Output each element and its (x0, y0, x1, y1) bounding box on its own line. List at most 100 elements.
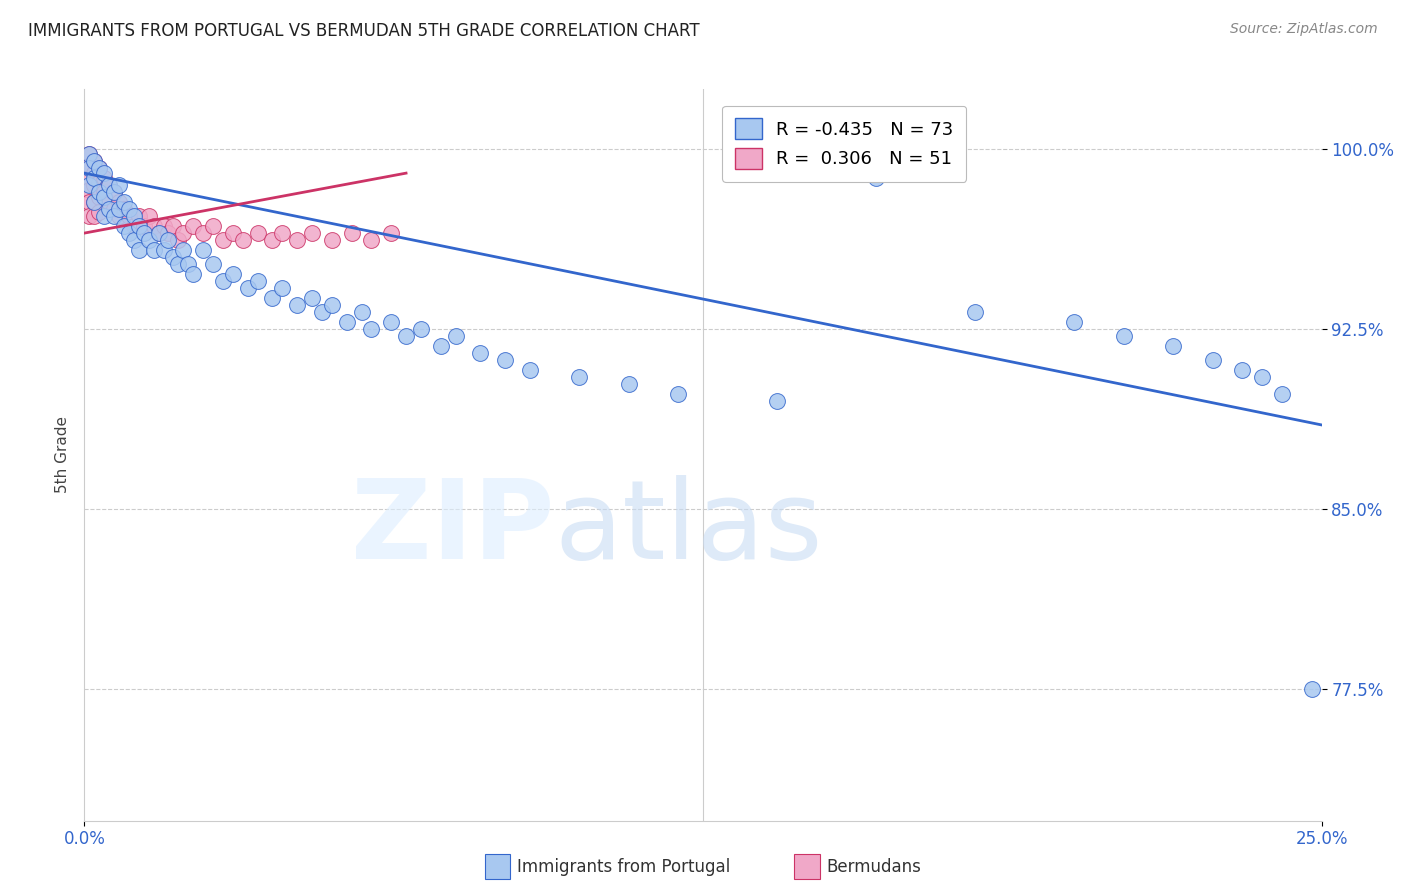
Text: ZIP: ZIP (352, 475, 554, 582)
Point (202, 257, 225, 271)
Point (128, 243, 150, 257)
Point (118, 209, 141, 223)
Text: Bermudans: Bermudans (827, 858, 921, 876)
Point (142, 219, 165, 233)
Point (108, 178, 131, 193)
Point (262, 233, 284, 247)
Point (83, 194, 105, 209)
Point (112, 219, 135, 233)
Point (212, 233, 235, 247)
Point (181, 267, 204, 281)
Point (301, 226, 323, 240)
Point (89, 176, 111, 190)
Point (409, 322, 432, 336)
Point (212, 274, 235, 288)
Point (157, 233, 180, 247)
Point (122, 233, 145, 247)
Point (93, 166, 115, 180)
Point (83, 178, 105, 193)
Point (83, 154, 105, 169)
Point (162, 219, 184, 233)
Point (79, 209, 101, 223)
Point (93, 186, 115, 200)
Point (118, 226, 141, 240)
Point (360, 233, 382, 247)
Point (271, 226, 294, 240)
Point (232, 233, 254, 247)
Point (1112, 329, 1135, 343)
Point (395, 329, 418, 343)
Point (152, 219, 174, 233)
Y-axis label: 5th Grade: 5th Grade (55, 417, 70, 493)
Point (108, 209, 131, 223)
Point (519, 363, 541, 377)
Point (89, 190, 111, 204)
Point (162, 250, 184, 264)
Point (617, 377, 640, 392)
Point (222, 267, 245, 281)
Point (103, 186, 125, 200)
Point (202, 219, 225, 233)
Point (128, 219, 150, 233)
Point (98, 178, 121, 193)
Point (79, 159, 101, 173)
Point (177, 257, 200, 271)
Point (98, 202, 121, 216)
Point (666, 386, 689, 401)
Point (1271, 386, 1294, 401)
Point (766, 394, 789, 409)
Point (172, 243, 194, 257)
Point (311, 305, 333, 319)
Point (83, 194, 105, 209)
Point (103, 209, 125, 223)
Point (494, 353, 516, 368)
Point (336, 315, 359, 329)
Point (181, 219, 204, 233)
Point (83, 154, 105, 169)
Point (157, 226, 180, 240)
Point (1161, 339, 1184, 353)
Point (79, 170, 101, 185)
Point (142, 243, 165, 257)
Point (262, 291, 284, 305)
Point (350, 305, 373, 319)
Point (380, 226, 402, 240)
Point (79, 183, 101, 197)
Point (103, 202, 125, 216)
Point (138, 233, 160, 247)
Point (191, 243, 214, 257)
Point (148, 226, 170, 240)
Point (79, 147, 101, 161)
Point (128, 209, 150, 223)
Point (470, 346, 492, 360)
Point (444, 329, 467, 343)
Point (152, 243, 174, 257)
Point (103, 186, 125, 200)
Point (112, 202, 135, 216)
Point (79, 147, 101, 161)
Point (89, 161, 111, 176)
Point (222, 226, 245, 240)
Point (83, 166, 105, 180)
Point (93, 190, 115, 204)
Point (83, 209, 105, 223)
Point (865, 170, 887, 185)
Point (246, 226, 269, 240)
Point (122, 219, 145, 233)
Point (89, 186, 111, 200)
Point (93, 209, 115, 223)
Point (285, 233, 308, 247)
Point (236, 281, 259, 295)
Point (93, 170, 115, 185)
Point (1202, 353, 1225, 368)
Text: IMMIGRANTS FROM PORTUGAL VS BERMUDAN 5TH GRADE CORRELATION CHART: IMMIGRANTS FROM PORTUGAL VS BERMUDAN 5TH… (28, 22, 700, 40)
Point (360, 322, 382, 336)
Bar (794, 854, 820, 879)
Point (79, 161, 101, 176)
Point (285, 298, 308, 312)
Point (1251, 370, 1274, 384)
Bar (485, 854, 510, 879)
Legend: R = -0.435   N = 73, R =  0.306   N = 51: R = -0.435 N = 73, R = 0.306 N = 51 (723, 105, 966, 182)
Point (1232, 363, 1254, 377)
Point (79, 178, 101, 193)
